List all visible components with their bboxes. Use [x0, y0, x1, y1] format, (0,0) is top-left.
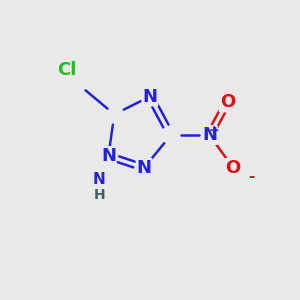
- Text: N: N: [136, 159, 152, 177]
- Text: O: O: [226, 159, 241, 177]
- Text: N: N: [93, 172, 106, 187]
- Text: Cl: Cl: [57, 61, 76, 79]
- Text: H: H: [94, 188, 105, 202]
- Text: N: N: [101, 147, 116, 165]
- Text: O: O: [220, 93, 235, 111]
- Text: -: -: [248, 169, 254, 184]
- Text: N: N: [202, 126, 217, 144]
- Text: N: N: [142, 88, 158, 106]
- Text: +: +: [208, 124, 219, 137]
